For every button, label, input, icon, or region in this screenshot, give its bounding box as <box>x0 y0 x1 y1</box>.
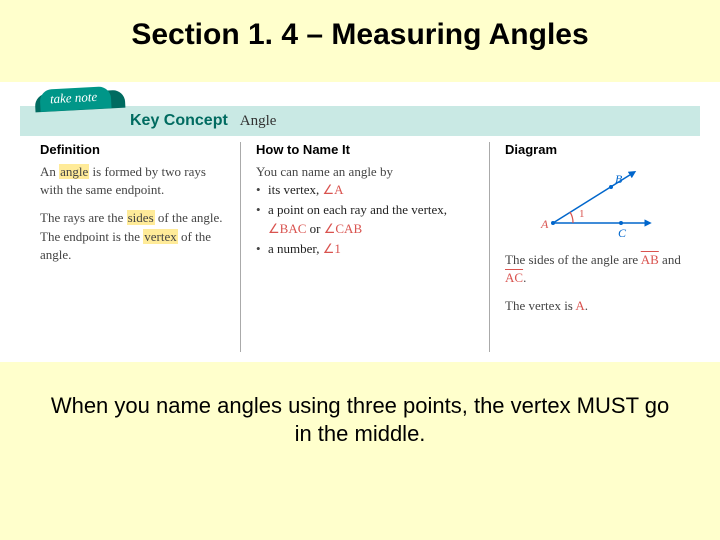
header-bar: Key Concept Angle <box>20 106 700 136</box>
take-note-tab: take note <box>39 86 111 112</box>
def-text: An <box>40 164 59 179</box>
item-text: a point on each ray and the vertex, <box>268 202 447 217</box>
caption-text: . <box>523 270 526 285</box>
ray-ab: AB <box>641 252 659 267</box>
angle-symbol: ∠CAB <box>324 221 362 236</box>
diagram-caption: The sides of the angle are AB and AC. Th… <box>505 251 690 316</box>
key-concept-sub: Angle <box>240 113 277 130</box>
definition-column: Definition An angle is formed by two ray… <box>40 142 240 352</box>
angle-symbol: ∠BAC <box>268 221 306 236</box>
page-title: Section 1. 4 – Measuring Angles <box>0 0 720 62</box>
angle-symbol: ∠A <box>323 182 344 197</box>
svg-text:A: A <box>540 217 549 231</box>
how-to-name-column: How to Name It You can name an angle by … <box>240 142 490 352</box>
hl-sides: sides <box>127 210 155 225</box>
list-item: its vertex, ∠A <box>256 181 474 199</box>
ray-ac: AC <box>505 270 523 285</box>
item-text: or <box>306 221 323 236</box>
vertex-text: . <box>585 298 588 313</box>
diagram-heading: Diagram <box>505 142 690 157</box>
angle-diagram: A B C 1 <box>533 163 663 243</box>
name-list: its vertex, ∠A a point on each ray and t… <box>256 181 474 258</box>
item-text: a number, <box>268 241 323 256</box>
key-concept-box: take note Key Concept Angle Definition A… <box>0 82 720 362</box>
def-text: The rays are the <box>40 210 127 225</box>
hl-angle: angle <box>59 164 89 179</box>
footer-note: When you name angles using three points,… <box>0 362 720 447</box>
columns: Definition An angle is formed by two ray… <box>40 142 690 352</box>
diagram-column: Diagram A B C <box>490 142 690 352</box>
hl-vertex: vertex <box>143 229 177 244</box>
how-to-heading: How to Name It <box>256 142 474 157</box>
item-text: its vertex, <box>268 182 323 197</box>
caption-text: The sides of the angle are <box>505 252 641 267</box>
definition-body: An angle is formed by two rays with the … <box>40 163 225 264</box>
key-concept-label: Key Concept <box>130 112 228 130</box>
list-item: a number, ∠1 <box>256 240 474 258</box>
definition-heading: Definition <box>40 142 225 157</box>
list-item: a point on each ray and the vertex, ∠BAC… <box>256 201 474 237</box>
vertex-a: A <box>575 298 584 313</box>
angle-symbol: ∠1 <box>323 241 341 256</box>
vertex-text: The vertex is <box>505 298 575 313</box>
svg-text:B: B <box>615 172 623 186</box>
svg-text:1: 1 <box>579 208 585 220</box>
caption-text: and <box>659 252 681 267</box>
how-to-intro: You can name an angle by <box>256 163 474 181</box>
svg-text:C: C <box>618 226 627 240</box>
